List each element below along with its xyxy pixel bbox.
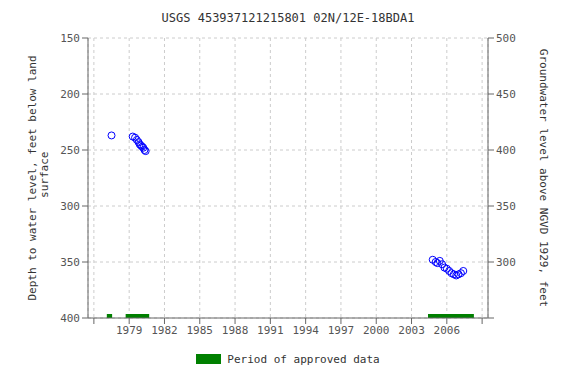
svg-text:1991: 1991 (257, 324, 284, 337)
svg-text:1985: 1985 (187, 324, 214, 337)
svg-text:300: 300 (60, 200, 80, 213)
svg-text:2006: 2006 (434, 324, 461, 337)
svg-text:Depth to water level, feet bel: Depth to water level, feet below land su… (26, 55, 51, 300)
svg-text:1979: 1979 (116, 324, 143, 337)
svg-text:1988: 1988 (222, 324, 249, 337)
svg-text:400: 400 (60, 312, 80, 325)
svg-text:Groundwater level above NGVD 1: Groundwater level above NGVD 1929, feet (538, 49, 551, 307)
svg-text:400: 400 (496, 144, 516, 157)
svg-text:350: 350 (496, 200, 516, 213)
svg-text:450: 450 (496, 88, 516, 101)
svg-text:200: 200 (60, 88, 80, 101)
svg-text:2003: 2003 (398, 324, 425, 337)
svg-text:350: 350 (60, 256, 80, 269)
svg-text:300: 300 (496, 256, 516, 269)
svg-text:250: 250 (60, 144, 80, 157)
html-text:Period of approved data: Period of approved data (227, 352, 380, 366)
svg-text:1997: 1997 (328, 324, 355, 337)
svg-text:2000: 2000 (363, 324, 390, 337)
html-text:USGS 453937121215801 02N/12E-1: USGS 453937121215801 02N/12E-18BDA1 (161, 11, 415, 25)
svg-text:500: 500 (496, 32, 516, 45)
svg-text:1994: 1994 (292, 324, 319, 337)
svg-text:150: 150 (60, 32, 80, 45)
svg-text:1982: 1982 (151, 324, 178, 337)
